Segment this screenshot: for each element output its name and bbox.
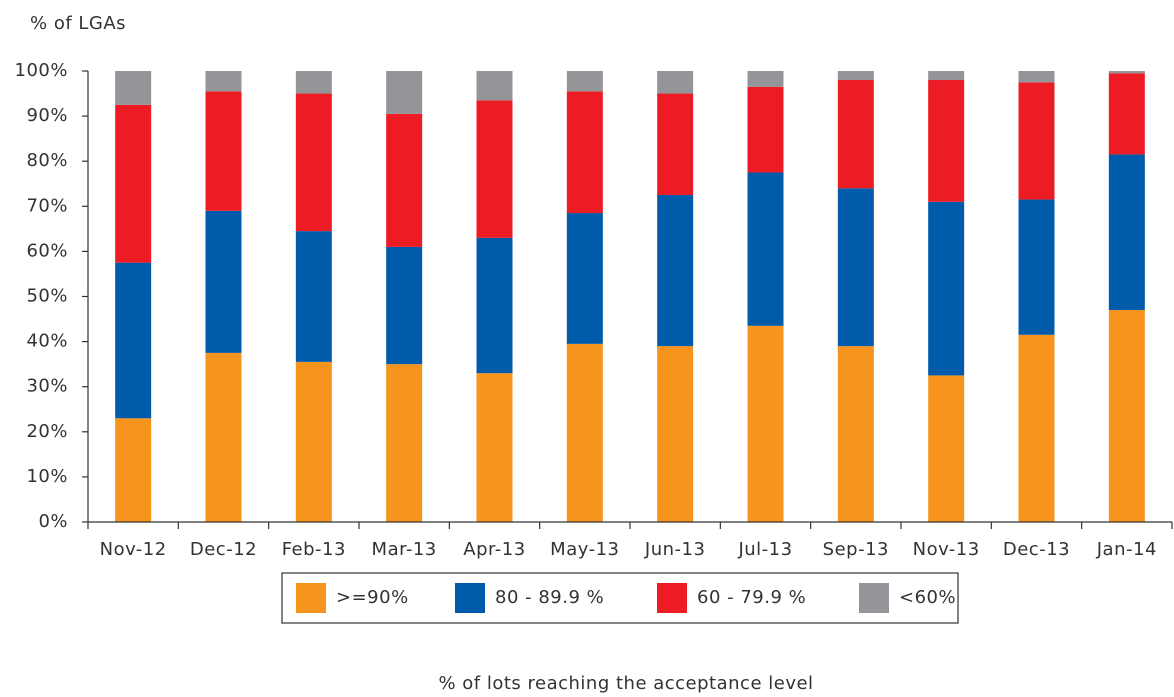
x-tick-label: Jan-14 xyxy=(1096,539,1157,560)
bar-segment xyxy=(386,71,423,114)
bar-segment xyxy=(657,195,694,347)
legend-swatch xyxy=(296,583,326,613)
y-tick-label: 40% xyxy=(26,331,68,352)
bar-segment xyxy=(1018,199,1055,335)
bar-segment xyxy=(115,104,152,263)
bar-segment xyxy=(205,91,242,211)
bar-segment xyxy=(1108,310,1145,522)
bar-segment xyxy=(295,231,332,362)
bar-segment xyxy=(928,71,965,81)
bar-segment xyxy=(205,352,242,522)
bar-segment xyxy=(476,100,513,238)
bar-segment xyxy=(837,71,874,81)
legend-swatch xyxy=(657,583,687,613)
bar-segment xyxy=(837,346,874,522)
bar-segment xyxy=(205,71,242,92)
legend-label: 60 - 79.9 % xyxy=(697,587,806,608)
x-tick-label: Sep-13 xyxy=(823,539,889,560)
bar-segment xyxy=(928,375,965,522)
legend-box xyxy=(281,572,959,624)
bar-segment xyxy=(747,86,784,173)
y-tick-label: 50% xyxy=(26,286,68,307)
bar-segment xyxy=(566,91,603,214)
bar-segment xyxy=(386,246,423,365)
x-axis-title: % of lots reaching the acceptance level xyxy=(438,673,813,694)
bar-segment xyxy=(747,325,784,522)
y-tick-label: 80% xyxy=(26,150,68,171)
legend-label: >=90% xyxy=(336,587,409,608)
bar-segment xyxy=(386,113,423,247)
bar-segment xyxy=(747,71,784,87)
bar-segment xyxy=(837,80,874,189)
bar-segment xyxy=(295,93,332,232)
x-tick-label: Apr-13 xyxy=(463,539,525,560)
bar-segment xyxy=(1108,71,1145,74)
x-tick-label: Jun-13 xyxy=(644,539,706,560)
y-axis-title: % of LGAs xyxy=(30,13,126,34)
y-tick-label: 0% xyxy=(38,511,68,532)
legend-swatch xyxy=(455,583,485,613)
x-tick-label: Dec-13 xyxy=(1003,539,1070,560)
bar-segment xyxy=(115,71,152,105)
x-tick-label: Nov-12 xyxy=(100,539,167,560)
bar-segment xyxy=(1108,154,1145,311)
bar-segment xyxy=(476,71,513,101)
bar-segment xyxy=(1018,334,1055,522)
bar-segment xyxy=(1018,71,1055,83)
legend-swatch xyxy=(859,583,889,613)
bar-segment xyxy=(386,364,423,522)
x-tick-label: Jul-13 xyxy=(737,539,792,560)
y-tick-label: 70% xyxy=(26,195,68,216)
y-tick-label: 10% xyxy=(26,466,68,487)
bar-segment xyxy=(476,373,513,522)
bar-segment xyxy=(205,210,242,353)
bar-segment xyxy=(115,418,152,522)
x-tick-label: May-13 xyxy=(550,539,619,560)
legend-label: <60% xyxy=(899,587,956,608)
bar-segment xyxy=(657,93,694,196)
y-tick-label: 20% xyxy=(26,421,68,442)
x-tick-label: Dec-12 xyxy=(190,539,257,560)
bar-segment xyxy=(928,201,965,376)
bar-segment xyxy=(295,71,332,94)
y-tick-label: 30% xyxy=(26,376,68,397)
bar-segment xyxy=(747,172,784,326)
y-tick-label: 90% xyxy=(26,105,68,126)
y-tick-label: 60% xyxy=(26,240,68,261)
bar-segment xyxy=(837,188,874,347)
bar-segment xyxy=(657,71,694,94)
bar-segment xyxy=(115,262,152,419)
bar-segment xyxy=(1108,73,1145,155)
bar-segment xyxy=(1018,82,1055,200)
bar-segment xyxy=(295,361,332,522)
x-tick-label: Feb-13 xyxy=(282,539,346,560)
x-tick-label: Nov-13 xyxy=(913,539,980,560)
legend-label: 80 - 89.9 % xyxy=(495,587,604,608)
y-tick-label: 100% xyxy=(15,60,68,81)
bar-segment xyxy=(657,346,694,522)
x-tick-label: Mar-13 xyxy=(372,539,437,560)
bar-segment xyxy=(566,213,603,344)
bar-segment xyxy=(566,343,603,522)
bar-segment xyxy=(928,80,965,202)
bar-segment xyxy=(476,237,513,374)
bar-segment xyxy=(566,71,603,92)
